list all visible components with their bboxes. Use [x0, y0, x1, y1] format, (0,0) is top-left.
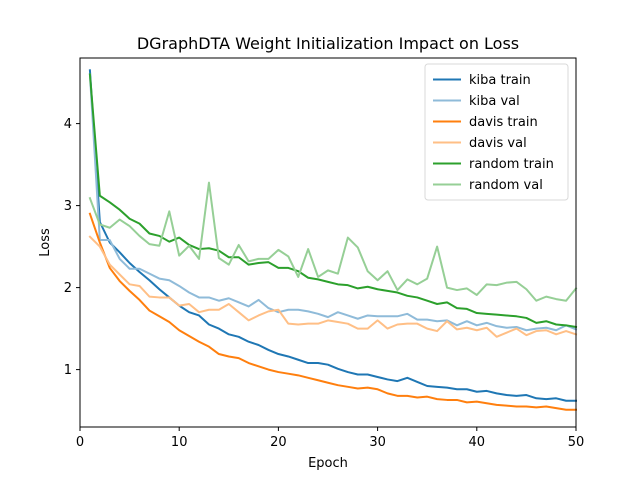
series-layer	[88, 69, 578, 411]
y-axis-label: Loss	[38, 228, 53, 257]
legend-entry: kiba val	[469, 94, 520, 109]
legend-box	[424, 63, 569, 201]
legend-entry: davis val	[469, 136, 527, 151]
legend-entry: random val	[469, 178, 543, 193]
y-tick-label: 2	[64, 281, 72, 296]
x-tick-label: 30	[369, 435, 386, 450]
y-tick-label: 4	[64, 117, 72, 132]
series-line-kiba-val	[88, 73, 578, 332]
y-tick-label: 1	[64, 363, 72, 378]
chart-title: DGraphDTA Weight Initialization Impact o…	[137, 34, 519, 53]
x-tick-label: 20	[270, 435, 287, 450]
x-tick-label: 50	[568, 435, 585, 450]
y-tick-label: 3	[64, 199, 72, 214]
axes-frame	[79, 57, 577, 428]
x-tick-label: 0	[76, 435, 84, 450]
legend-entry: davis train	[469, 115, 538, 130]
legend-entry: kiba train	[469, 73, 531, 88]
legend: kiba train kiba val davis train davis val ra…	[424, 63, 569, 201]
x-tick-label: 40	[469, 435, 486, 450]
x-axis-label: Epoch	[308, 456, 348, 471]
legend-entry: random train	[469, 157, 554, 172]
ticks-layer: 0 10 20 30 40 50 1 2 3 4	[64, 117, 585, 450]
series-line-davis-train	[88, 212, 577, 411]
axes-layer	[79, 57, 577, 428]
series-line-davis-val	[88, 235, 578, 338]
series-line-random-train	[88, 73, 578, 329]
x-tick-label: 10	[171, 435, 188, 450]
series-line-random-val	[88, 181, 578, 302]
